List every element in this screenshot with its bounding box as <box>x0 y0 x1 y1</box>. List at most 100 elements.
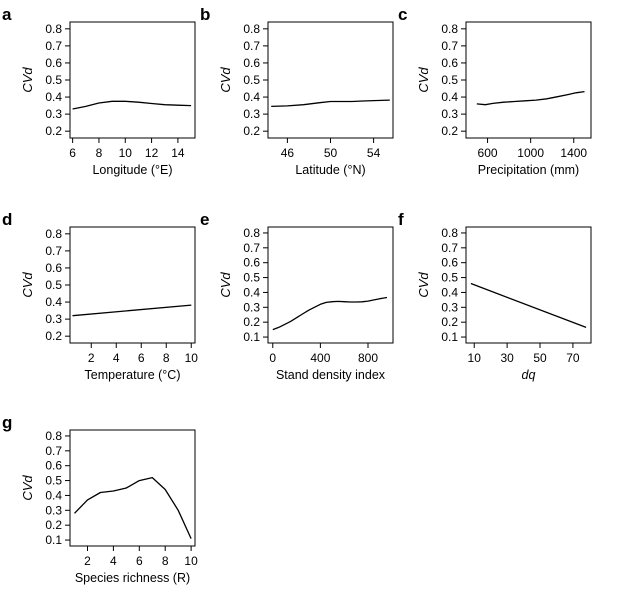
y-tick-label: 0.4 <box>441 90 458 104</box>
panel-letter: b <box>200 5 210 24</box>
y-tick-label: 0.3 <box>441 107 458 121</box>
plot-frame <box>69 21 196 139</box>
y-tick-label: 0.4 <box>441 285 458 299</box>
y-tick-label: 0.3 <box>441 300 458 314</box>
y-tick-label: 0.6 <box>441 256 458 270</box>
series-line <box>72 304 192 317</box>
x-axis-title: Stand density index <box>276 368 386 382</box>
y-tick-label: 0.5 <box>45 278 62 292</box>
y-tick-label: 0.2 <box>45 518 62 532</box>
x-tick-label: 70 <box>566 351 580 365</box>
x-tick-label: 2 <box>84 554 91 568</box>
x-tick-label: 8 <box>163 351 170 365</box>
y-tick-label: 0.4 <box>45 90 62 104</box>
y-tick-label: 0.7 <box>45 39 62 53</box>
panel-d: d 0.2 0.3 0.4 0.5 0.6 0.7 0.8 2 4 6 8 10 Temperature … <box>2 210 198 382</box>
x-tick-label: 2 <box>88 351 95 365</box>
series-line <box>271 99 390 108</box>
x-tick-label: 10 <box>468 351 482 365</box>
y-tick-label: 0.5 <box>441 73 458 87</box>
x-axis-title: dq <box>522 368 536 382</box>
y-tick-label: 0.4 <box>243 285 260 299</box>
x-tick-label: 10 <box>119 146 133 160</box>
x-tick-label: 8 <box>162 554 169 568</box>
y-tick-label: 0.6 <box>45 56 62 70</box>
y-axis-title: CVd <box>416 272 431 298</box>
y-tick-label: 0.5 <box>45 73 62 87</box>
x-axis-title: Longitude (°E) <box>92 163 172 177</box>
y-tick-label: 0.8 <box>243 22 260 36</box>
y-tick-label: 0.8 <box>441 226 458 240</box>
panel-letter: a <box>2 5 12 24</box>
plot-frame <box>465 226 592 344</box>
series-line <box>476 90 585 106</box>
plot-frame <box>465 21 592 139</box>
plot-frame <box>69 226 196 344</box>
x-axis-title: Temperature (°C) <box>85 368 181 382</box>
x-tick-label: 12 <box>145 146 159 160</box>
x-axis-title: Species richness (R) <box>75 571 190 585</box>
panel-letter: g <box>2 413 12 432</box>
y-tick-label: 0.7 <box>45 444 62 458</box>
x-tick-label: 800 <box>358 351 378 365</box>
plot-frame <box>267 21 394 139</box>
panel-f: f 0.10.20.30.40.50.60.70.8 10 30 50 70 dq CVd <box>398 210 592 382</box>
y-tick-label: 0.8 <box>45 227 62 241</box>
y-tick-label: 0.7 <box>243 39 260 53</box>
x-tick-label: 50 <box>324 146 338 160</box>
y-tick-label: 0.2 <box>441 315 458 329</box>
x-tick-label: 600 <box>478 146 498 160</box>
panel-letter: f <box>398 210 404 229</box>
x-tick-label: 50 <box>533 351 547 365</box>
x-tick-label: 8 <box>96 146 103 160</box>
y-tick-label: 0.6 <box>441 56 458 70</box>
y-tick-label: 0.3 <box>45 312 62 326</box>
x-axis-title: Precipitation (mm) <box>478 163 579 177</box>
plot-frame <box>69 429 196 547</box>
y-axis-title: CVd <box>20 272 35 298</box>
series-line <box>72 100 192 110</box>
y-tick-label: 0.8 <box>45 429 62 443</box>
y-tick-label: 0.7 <box>441 241 458 255</box>
x-tick-label: 14 <box>171 146 185 160</box>
y-axis-title: CVd <box>218 272 233 298</box>
y-tick-label: 0.3 <box>243 300 260 314</box>
panel-letter: d <box>2 210 12 229</box>
y-tick-label: 0.5 <box>45 474 62 488</box>
y-axis-title: CVd <box>218 67 233 93</box>
panel-a: a 0.2 0.3 0.4 0.5 0.6 0.7 0.8 6 8 10 12 14 Longitude … <box>2 5 196 177</box>
y-tick-label: 0.7 <box>45 244 62 258</box>
x-tick-label: 6 <box>138 351 145 365</box>
x-tick-label: 6 <box>69 146 76 160</box>
y-tick-label: 0.8 <box>243 226 260 240</box>
y-tick-label: 0.4 <box>45 488 62 502</box>
y-tick-label: 0.6 <box>243 56 260 70</box>
y-tick-label: 0.5 <box>243 73 260 87</box>
y-tick-label: 0.5 <box>441 271 458 285</box>
x-tick-label: 10 <box>185 351 199 365</box>
x-tick-label: 46 <box>281 146 295 160</box>
x-axis-title: Latitude (°N) <box>295 163 365 177</box>
y-axis-title: CVd <box>416 67 431 93</box>
y-tick-label: 0.8 <box>45 22 62 36</box>
y-tick-label: 0.6 <box>45 261 62 275</box>
y-tick-label: 0.1 <box>441 330 458 344</box>
y-tick-label: 0.4 <box>243 90 260 104</box>
x-tick-label: 30 <box>500 351 514 365</box>
y-tick-label: 0.7 <box>243 241 260 255</box>
y-tick-label: 0.8 <box>441 22 458 36</box>
x-tick-label: 54 <box>367 146 381 160</box>
x-tick-label: 400 <box>310 351 330 365</box>
y-tick-label: 0.4 <box>45 295 62 309</box>
panel-c: c 0.2 0.3 0.4 0.5 0.6 0.7 0.8 600 1000 1400 Precipi… <box>398 5 592 177</box>
y-tick-label: 0.2 <box>441 124 458 138</box>
series-line <box>470 282 587 329</box>
y-tick-label: 0.3 <box>45 503 62 517</box>
series-line <box>272 296 388 331</box>
y-tick-label: 0.5 <box>243 271 260 285</box>
y-tick-label: 0.1 <box>45 533 62 547</box>
y-tick-label: 0.2 <box>243 124 260 138</box>
x-tick-label: 0 <box>269 351 276 365</box>
x-tick-label: 1000 <box>517 146 544 160</box>
